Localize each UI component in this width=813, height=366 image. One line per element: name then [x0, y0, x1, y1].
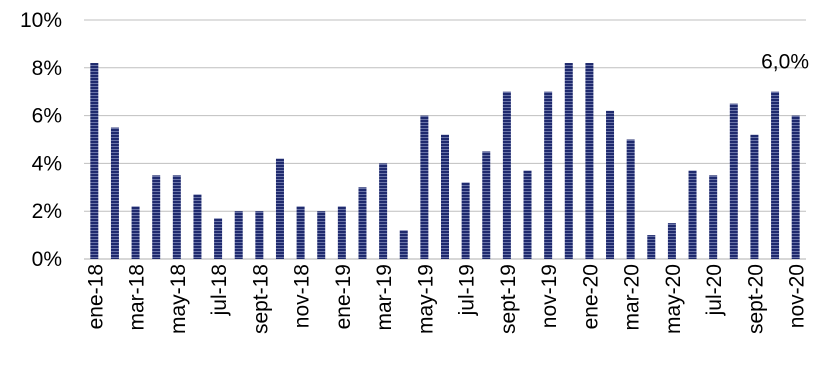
bar-nov-18	[296, 206, 305, 259]
bar-jul-20	[709, 175, 718, 259]
x-axis-ticks: ene-18 mar-18 may-18 jul-18 sept-18 nov-18 ene…	[84, 264, 808, 334]
bar-ago-20	[729, 103, 738, 260]
bar-abr-18	[152, 175, 161, 259]
bar-ago-18	[234, 211, 243, 259]
annotations: 6,0%	[761, 51, 809, 74]
bar-nov-20	[791, 115, 800, 259]
y-tick-label: 4%	[32, 152, 62, 175]
y-tick-label: 0%	[32, 248, 62, 271]
x-tick-label: mar-20	[621, 264, 644, 331]
x-tick-label: may-20	[662, 264, 685, 334]
bar-sept-19	[502, 91, 511, 259]
x-tick-label: mar-19	[373, 264, 396, 331]
y-tick-label: 6%	[32, 105, 62, 128]
bar-may-18	[172, 175, 181, 259]
bar-oct-19	[523, 170, 532, 259]
bar-oct-18	[275, 158, 284, 259]
bar-ene-19	[337, 206, 346, 259]
x-tick-label: ene-19	[332, 264, 355, 329]
bar-ene-20	[585, 63, 594, 259]
bar-sept-18	[255, 211, 264, 259]
bar-feb-20	[606, 110, 615, 259]
bar-may-19	[420, 115, 429, 259]
bar-abr-19	[399, 230, 408, 259]
x-tick-label: sept-19	[497, 264, 520, 334]
bars	[90, 63, 800, 260]
bar-abr-20	[647, 235, 656, 259]
x-tick-label: jul-20	[703, 264, 726, 316]
x-tick-label: may-19	[414, 264, 437, 334]
y-tick-label: 10%	[20, 9, 62, 32]
bar-feb-18	[110, 127, 119, 259]
bar-jun-19	[441, 134, 449, 259]
bar-mar-19	[379, 163, 388, 259]
data-label: 6,0%	[761, 51, 809, 74]
bar-dic-18	[317, 211, 326, 259]
y-tick-label: 2%	[32, 200, 62, 223]
bar-oct-20	[771, 91, 780, 259]
bar-ene-18	[90, 63, 99, 259]
x-tick-label: ene-18	[84, 264, 107, 329]
bar-jul-19	[461, 182, 470, 259]
bar-jun-20	[688, 170, 697, 259]
x-tick-label: nov-20	[786, 264, 809, 328]
x-tick-label: jul-19	[456, 264, 479, 316]
bar-nov-19	[544, 91, 553, 259]
x-tick-label: sept-18	[249, 264, 272, 334]
x-tick-label: sept-20	[744, 264, 767, 334]
x-tick-label: nov-19	[538, 264, 561, 328]
bar-jul-18	[214, 218, 223, 259]
bar-sept-20	[750, 134, 759, 259]
x-tick-label: jul-18	[208, 264, 231, 316]
x-tick-label: may-18	[167, 264, 190, 334]
bar-jun-18	[193, 194, 202, 259]
y-tick-label: 8%	[32, 57, 62, 80]
y-axis-ticks: 0% 2% 4% 6% 8% 10%	[20, 9, 62, 271]
bar-mar-18	[131, 206, 140, 259]
bar-may-20	[667, 223, 676, 259]
bar-ago-19	[482, 151, 491, 259]
bar-feb-19	[358, 187, 367, 259]
bar-dic-19	[564, 63, 573, 259]
x-tick-label: mar-18	[126, 264, 149, 331]
x-tick-label: ene-20	[579, 264, 602, 329]
bar-mar-20	[626, 139, 635, 259]
x-tick-label: nov-18	[291, 264, 314, 328]
